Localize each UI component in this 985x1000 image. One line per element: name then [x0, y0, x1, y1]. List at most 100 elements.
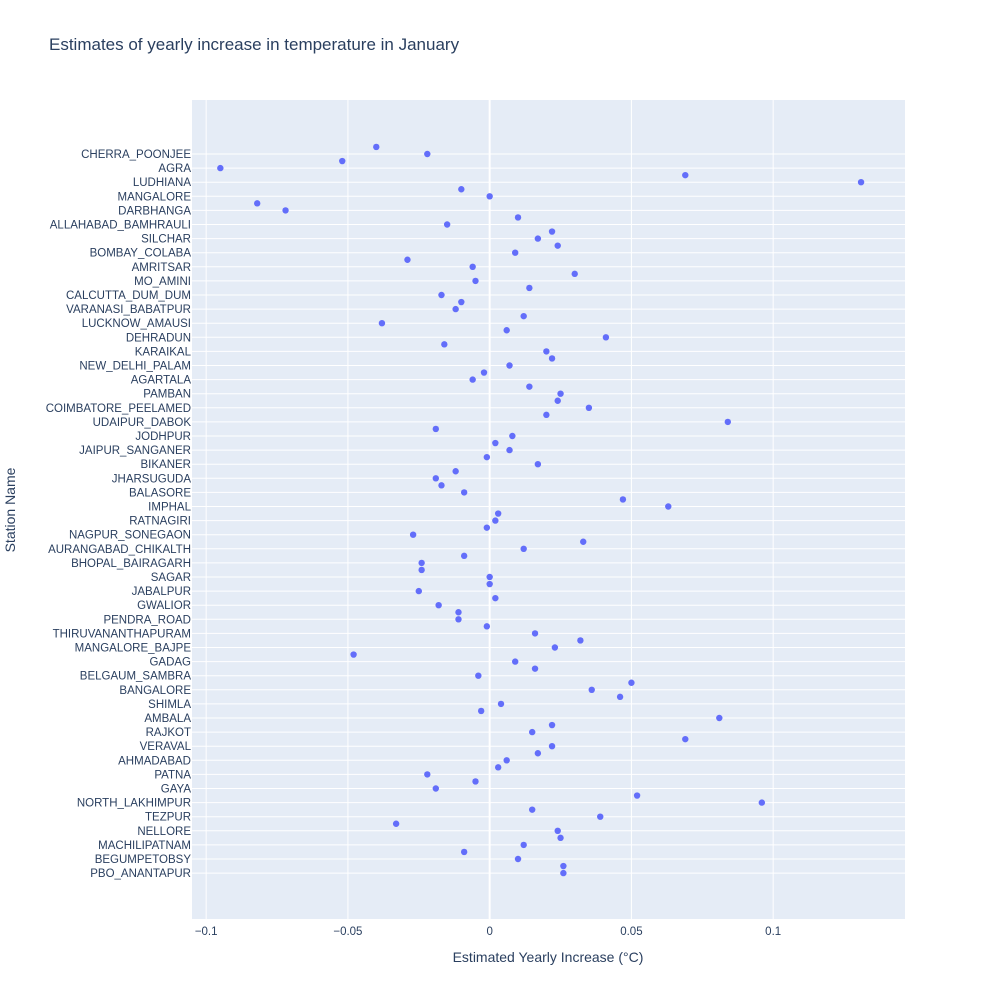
- data-point[interactable]: [506, 362, 513, 369]
- data-point[interactable]: [557, 834, 564, 842]
- data-point[interactable]: [477, 707, 485, 715]
- data-point[interactable]: [506, 446, 513, 454]
- data-point[interactable]: [531, 665, 539, 672]
- data-point[interactable]: [492, 594, 499, 602]
- data-point[interactable]: [254, 200, 261, 207]
- data-point[interactable]: [472, 277, 479, 285]
- data-point[interactable]: [534, 461, 542, 468]
- data-point[interactable]: [548, 355, 556, 362]
- data-point[interactable]: [475, 672, 482, 679]
- data-point[interactable]: [443, 221, 451, 228]
- data-point[interactable]: [460, 489, 468, 496]
- data-point[interactable]: [716, 714, 723, 722]
- data-point[interactable]: [758, 799, 766, 806]
- data-point[interactable]: [619, 496, 627, 503]
- data-point[interactable]: [432, 785, 440, 792]
- data-point[interactable]: [472, 778, 479, 785]
- data-point[interactable]: [514, 855, 522, 863]
- data-point[interactable]: [492, 517, 499, 524]
- data-point[interactable]: [602, 334, 610, 341]
- data-point[interactable]: [460, 552, 468, 560]
- data-point[interactable]: [378, 320, 386, 327]
- data-point[interactable]: [557, 390, 564, 397]
- data-point[interactable]: [616, 693, 624, 701]
- data-point[interactable]: [435, 602, 442, 609]
- data-point[interactable]: [415, 587, 422, 595]
- data-point[interactable]: [497, 700, 505, 708]
- data-point[interactable]: [528, 728, 536, 736]
- data-point[interactable]: [511, 249, 519, 256]
- data-point[interactable]: [543, 411, 550, 419]
- data-point[interactable]: [534, 750, 542, 757]
- data-point[interactable]: [494, 764, 502, 771]
- data-point[interactable]: [441, 341, 448, 348]
- data-point[interactable]: [486, 573, 493, 581]
- data-point[interactable]: [577, 637, 584, 644]
- data-point[interactable]: [554, 827, 561, 834]
- data-point[interactable]: [511, 658, 519, 665]
- data-point[interactable]: [373, 143, 380, 151]
- data-point[interactable]: [458, 186, 465, 193]
- data-point[interactable]: [480, 369, 488, 376]
- data-point[interactable]: [452, 468, 459, 475]
- data-point[interactable]: [528, 806, 536, 813]
- data-point[interactable]: [418, 566, 425, 574]
- data-point[interactable]: [560, 869, 567, 877]
- data-point[interactable]: [520, 545, 527, 552]
- data-point[interactable]: [628, 679, 635, 686]
- data-point[interactable]: [665, 503, 672, 510]
- data-point[interactable]: [438, 482, 445, 489]
- data-point[interactable]: [551, 644, 559, 651]
- data-point[interactable]: [282, 207, 289, 214]
- data-point[interactable]: [469, 376, 476, 383]
- data-point[interactable]: [526, 284, 533, 292]
- data-point[interactable]: [554, 242, 561, 249]
- data-point[interactable]: [588, 686, 595, 693]
- data-point[interactable]: [520, 312, 527, 320]
- data-point[interactable]: [554, 397, 561, 404]
- data-point[interactable]: [460, 848, 468, 856]
- data-point[interactable]: [526, 383, 533, 390]
- data-point[interactable]: [486, 193, 493, 200]
- data-point[interactable]: [633, 792, 641, 799]
- data-point[interactable]: [404, 256, 411, 263]
- data-point[interactable]: [724, 418, 732, 426]
- data-point[interactable]: [543, 348, 550, 355]
- data-point[interactable]: [503, 757, 510, 764]
- data-point[interactable]: [409, 531, 417, 538]
- data-point[interactable]: [483, 453, 491, 461]
- data-point[interactable]: [682, 171, 689, 179]
- data-point[interactable]: [571, 270, 578, 278]
- data-point[interactable]: [580, 538, 587, 545]
- data-point[interactable]: [548, 228, 556, 235]
- data-point[interactable]: [452, 305, 459, 313]
- data-point[interactable]: [392, 820, 400, 827]
- data-point[interactable]: [432, 425, 440, 433]
- data-point[interactable]: [339, 157, 346, 165]
- data-point[interactable]: [424, 771, 431, 778]
- data-point[interactable]: [455, 616, 462, 623]
- data-point[interactable]: [560, 862, 567, 870]
- data-point[interactable]: [418, 559, 425, 567]
- data-point[interactable]: [682, 735, 689, 743]
- data-point[interactable]: [458, 298, 465, 306]
- data-point[interactable]: [424, 150, 431, 158]
- data-point[interactable]: [534, 235, 542, 242]
- data-point[interactable]: [509, 432, 516, 440]
- data-point[interactable]: [548, 721, 556, 729]
- data-point[interactable]: [350, 651, 357, 658]
- data-point[interactable]: [483, 524, 491, 531]
- data-point[interactable]: [432, 475, 440, 482]
- data-point[interactable]: [494, 510, 502, 517]
- data-point[interactable]: [548, 743, 556, 750]
- data-point[interactable]: [483, 623, 491, 630]
- data-point[interactable]: [520, 841, 527, 849]
- data-point[interactable]: [217, 164, 224, 172]
- data-point[interactable]: [597, 813, 604, 820]
- data-point[interactable]: [469, 263, 476, 270]
- data-point[interactable]: [857, 179, 865, 186]
- data-point[interactable]: [531, 630, 539, 637]
- data-point[interactable]: [514, 214, 522, 221]
- data-point[interactable]: [503, 327, 510, 334]
- data-point[interactable]: [585, 404, 593, 411]
